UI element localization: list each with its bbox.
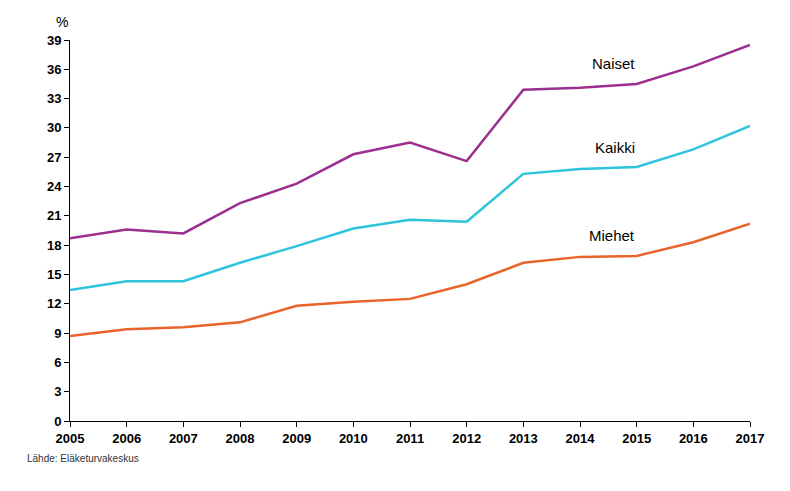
svg-text:3: 3 [54, 384, 61, 399]
svg-text:Naiset: Naiset [592, 55, 635, 72]
svg-text:2009: 2009 [282, 431, 311, 446]
svg-text:%: % [56, 14, 68, 30]
svg-text:Miehet: Miehet [589, 227, 635, 244]
svg-text:2010: 2010 [339, 431, 368, 446]
svg-text:15: 15 [47, 267, 61, 282]
svg-text:27: 27 [47, 150, 61, 165]
svg-text:30: 30 [47, 120, 61, 135]
svg-text:21: 21 [47, 208, 61, 223]
svg-text:2012: 2012 [452, 431, 481, 446]
svg-text:Lähde: Eläketurvakeskus: Lähde: Eläketurvakeskus [27, 453, 139, 464]
svg-text:2006: 2006 [112, 431, 141, 446]
svg-text:2016: 2016 [679, 431, 708, 446]
svg-text:33: 33 [47, 91, 61, 106]
svg-text:2015: 2015 [622, 431, 651, 446]
svg-text:2014: 2014 [566, 431, 596, 446]
svg-text:36: 36 [47, 62, 61, 77]
svg-text:2017: 2017 [736, 431, 765, 446]
svg-text:2008: 2008 [226, 431, 255, 446]
svg-text:2005: 2005 [56, 431, 85, 446]
svg-text:6: 6 [54, 355, 61, 370]
svg-text:Kaikki: Kaikki [595, 139, 635, 156]
svg-text:2007: 2007 [169, 431, 198, 446]
svg-text:0: 0 [54, 414, 61, 429]
svg-text:18: 18 [47, 238, 61, 253]
svg-text:12: 12 [47, 296, 61, 311]
svg-text:39: 39 [47, 33, 61, 48]
svg-text:9: 9 [54, 326, 61, 341]
svg-text:24: 24 [47, 179, 62, 194]
svg-text:2013: 2013 [509, 431, 538, 446]
svg-text:2011: 2011 [396, 431, 424, 446]
